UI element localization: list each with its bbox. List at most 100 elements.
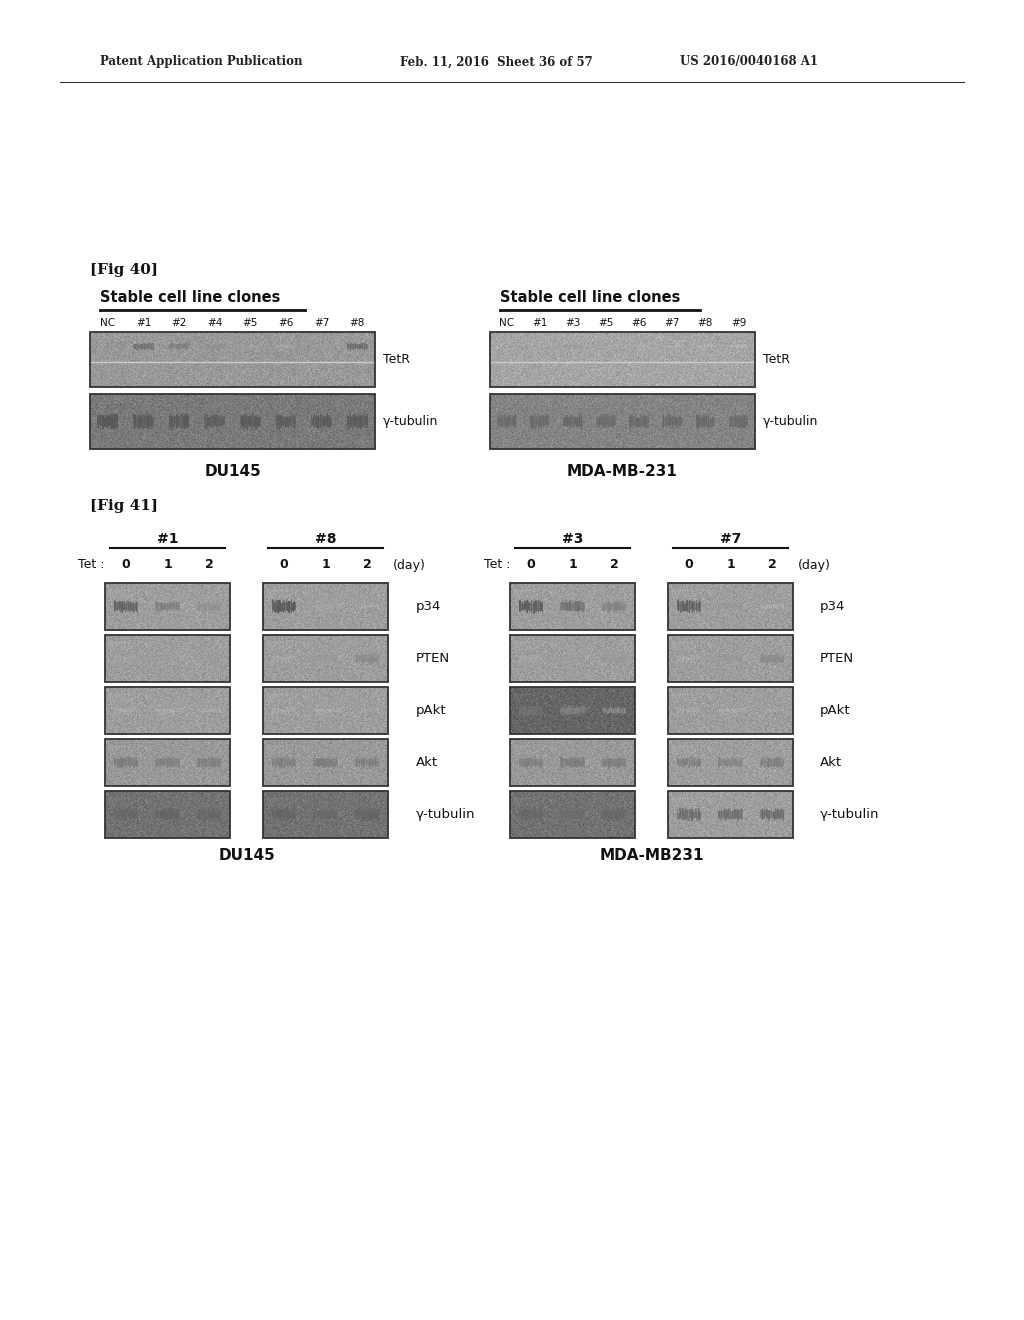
Bar <box>367 343 368 350</box>
Bar <box>621 605 622 610</box>
Bar <box>132 708 134 711</box>
Bar <box>689 809 690 821</box>
Bar <box>679 657 680 661</box>
Bar <box>566 417 567 428</box>
Bar <box>147 417 148 426</box>
Bar <box>326 809 327 820</box>
Text: #6: #6 <box>279 318 294 327</box>
Bar <box>520 810 521 818</box>
Bar <box>197 605 199 609</box>
Bar <box>781 606 782 609</box>
Bar <box>738 414 739 426</box>
Bar <box>171 603 173 610</box>
Bar <box>361 653 362 663</box>
Bar <box>167 603 169 611</box>
Bar <box>287 708 289 711</box>
Bar <box>779 759 780 767</box>
Bar <box>206 808 207 820</box>
Text: #3: #3 <box>565 318 581 327</box>
Bar <box>570 706 572 714</box>
Bar <box>159 758 160 767</box>
Bar <box>768 809 769 820</box>
Bar <box>332 708 334 711</box>
Bar <box>247 416 248 430</box>
Bar <box>733 759 734 764</box>
Bar <box>169 343 171 350</box>
Bar <box>324 810 325 818</box>
Bar <box>360 758 361 766</box>
Bar <box>130 657 132 661</box>
Bar <box>335 756 336 767</box>
Bar <box>697 708 698 713</box>
Bar <box>721 809 722 818</box>
Bar <box>139 345 140 350</box>
Bar <box>207 345 208 348</box>
Bar <box>365 759 366 766</box>
Bar <box>325 605 326 607</box>
Bar <box>523 759 525 768</box>
Bar <box>134 603 135 611</box>
Bar <box>171 759 172 766</box>
Bar <box>280 656 281 661</box>
Bar <box>365 655 366 664</box>
Bar <box>574 809 575 820</box>
Bar <box>680 810 681 817</box>
Bar <box>130 709 132 714</box>
Bar <box>573 656 574 660</box>
Bar <box>163 758 164 767</box>
Bar <box>692 760 693 767</box>
Bar <box>216 759 217 766</box>
Bar <box>316 758 317 767</box>
Bar <box>180 343 182 348</box>
Bar <box>133 655 134 659</box>
Bar <box>722 657 723 663</box>
Bar <box>682 602 684 611</box>
Bar <box>105 414 108 428</box>
Bar <box>609 418 610 426</box>
Bar <box>156 656 158 663</box>
Bar <box>537 759 538 764</box>
Bar <box>273 657 274 661</box>
Bar <box>678 417 679 426</box>
Bar <box>357 808 359 820</box>
Bar <box>532 812 534 818</box>
Bar <box>693 603 694 611</box>
Bar <box>209 417 210 425</box>
Bar <box>684 812 685 818</box>
Bar <box>90 393 375 449</box>
Bar <box>358 417 359 426</box>
Bar <box>561 809 562 820</box>
Bar <box>276 416 278 429</box>
Bar <box>135 656 136 661</box>
Bar <box>284 602 285 611</box>
Bar <box>686 601 687 612</box>
Bar <box>314 655 316 660</box>
Bar <box>217 760 218 767</box>
Bar <box>733 709 734 711</box>
Bar <box>562 655 564 661</box>
Bar <box>730 345 731 347</box>
Bar <box>219 758 220 768</box>
Bar <box>331 603 332 609</box>
Bar <box>646 418 647 426</box>
Bar <box>254 345 255 348</box>
Bar <box>623 758 625 766</box>
Bar <box>259 417 260 425</box>
Bar <box>251 414 252 428</box>
Bar <box>124 758 125 767</box>
Bar <box>664 418 665 425</box>
Bar <box>562 655 563 661</box>
Bar <box>319 605 321 611</box>
Bar <box>214 759 216 767</box>
Bar <box>349 345 350 350</box>
Bar <box>174 809 175 817</box>
Bar <box>575 706 577 713</box>
Bar <box>614 759 615 767</box>
Bar <box>675 346 676 348</box>
Text: 1: 1 <box>322 558 330 572</box>
Bar <box>334 809 335 818</box>
Bar <box>527 758 529 766</box>
Bar <box>695 709 696 713</box>
Text: 2: 2 <box>205 558 214 572</box>
Bar <box>355 655 356 661</box>
